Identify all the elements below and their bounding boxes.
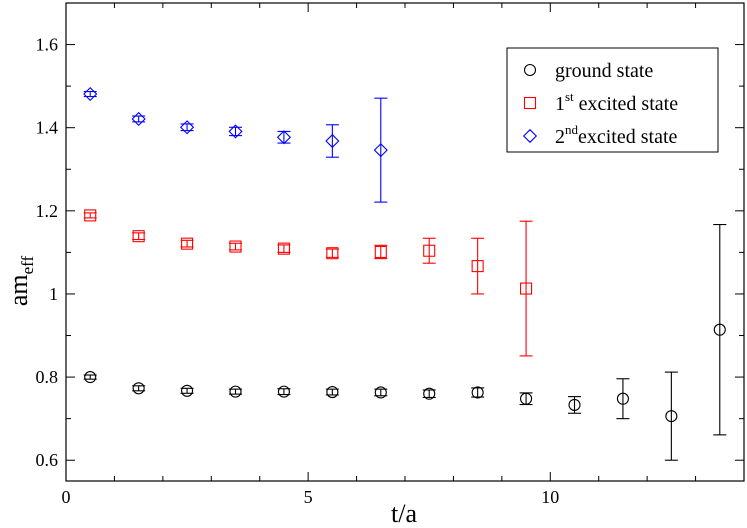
x-tick-label: 10 [541, 487, 559, 507]
first-point [374, 245, 387, 259]
ground-point [520, 392, 533, 405]
legend-main: 2 [555, 126, 565, 148]
y-tick-label: 1 [49, 284, 58, 304]
ground-point [229, 385, 242, 398]
series-ground [83, 223, 727, 461]
legend-sup: nd [565, 122, 579, 137]
series-second [83, 86, 388, 203]
legend-tail: excited state [574, 93, 679, 115]
ground-point [374, 386, 387, 399]
second-point [373, 143, 388, 158]
x-axis-label: t/a [391, 499, 417, 528]
y-tick-label: 1.6 [36, 35, 59, 55]
y-tick-label: 0.6 [36, 450, 59, 470]
first-point [471, 260, 484, 273]
legend-marker-second [522, 128, 538, 144]
ground-point [471, 386, 484, 399]
first-point [277, 242, 290, 255]
y-tick-label: 0.8 [36, 367, 59, 387]
second-point [276, 130, 292, 145]
ground-point [132, 382, 145, 395]
ground-point [326, 386, 339, 399]
legend-marker-first [523, 96, 537, 110]
second-point [325, 133, 340, 149]
first-point [181, 237, 194, 250]
ground-point [423, 387, 436, 400]
legend-tail: excited state [578, 126, 678, 148]
first-point [423, 244, 436, 257]
legend-sup: st [565, 89, 574, 104]
legend-label-ground: ground state [555, 60, 653, 82]
second-point [179, 120, 195, 135]
x-tick-label: 0 [62, 487, 71, 507]
first-point [520, 282, 533, 295]
first-point [132, 230, 145, 243]
ground-point [665, 410, 678, 423]
ground-point [84, 371, 97, 384]
legend-marker-ground [523, 63, 537, 77]
y-tick-label: 1.4 [36, 118, 59, 138]
y-axis-label: ameff [4, 255, 37, 306]
x-tick-label: 5 [304, 487, 313, 507]
second-point [83, 86, 98, 102]
ground-point [568, 398, 581, 411]
y-axis-label-sub: eff [18, 255, 37, 274]
second-point [228, 124, 243, 139]
first-point [84, 209, 97, 222]
legend-label-second: 2ndexcited state [555, 122, 678, 148]
ground-point [181, 384, 194, 397]
y-axis-label-main: am [4, 274, 33, 306]
legend-main: 1 [555, 93, 565, 115]
ground-point [616, 392, 629, 405]
legend-item-first: 1st excited state [523, 89, 678, 115]
second-point [131, 111, 146, 127]
legend-box [506, 47, 719, 153]
legend-label-first: 1st excited state [555, 89, 678, 115]
y-tick-label: 1.2 [36, 201, 59, 221]
first-point [229, 240, 242, 253]
legend-item-second: 2ndexcited state [522, 122, 678, 148]
legend-main: ground state [555, 60, 653, 82]
series-first [83, 209, 533, 357]
legend-item-ground: ground state [523, 60, 653, 82]
ground-point [713, 323, 726, 336]
ground-point [277, 385, 290, 398]
first-point [326, 247, 339, 260]
